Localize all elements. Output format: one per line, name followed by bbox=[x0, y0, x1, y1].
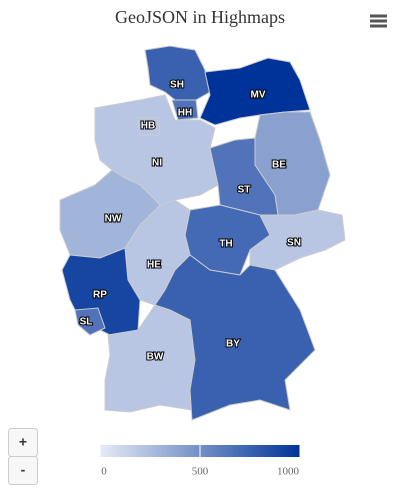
zoom-out-label: - bbox=[21, 462, 26, 478]
color-tick-label: 500 bbox=[192, 466, 209, 478]
chart-title: GeoJSON in Highmaps bbox=[115, 7, 285, 27]
state[interactable] bbox=[249, 209, 346, 271]
zoom-in-button[interactable]: + bbox=[8, 428, 38, 457]
state[interactable] bbox=[137, 117, 161, 136]
zoom-out-bg[interactable] bbox=[8, 456, 38, 485]
zoom-out-button[interactable]: - bbox=[8, 456, 38, 485]
state-label: BW bbox=[147, 352, 164, 363]
menu-button[interactable] bbox=[368, 13, 388, 29]
state-label: TH bbox=[219, 239, 232, 250]
zoom-in-label: + bbox=[19, 434, 27, 450]
color-axis-ticks: 0 500 1000 bbox=[99, 445, 301, 478]
states bbox=[59, 45, 346, 421]
state-label: ST bbox=[238, 185, 251, 196]
state[interactable] bbox=[74, 307, 106, 336]
state-labels: SH HH MV HB NI BE ST NW TH SN HE RP SL BW BY bbox=[79, 79, 302, 364]
state-label: HE bbox=[147, 260, 161, 271]
state-label: NW bbox=[105, 214, 122, 225]
state[interactable] bbox=[94, 94, 219, 206]
state-label: SH bbox=[170, 80, 184, 91]
state-label: NI bbox=[152, 158, 162, 169]
state-label: SL bbox=[80, 317, 93, 328]
state-label: SN bbox=[287, 238, 301, 249]
color-tick-label: 1000 bbox=[277, 466, 300, 478]
state[interactable] bbox=[154, 254, 316, 421]
state-label: BE bbox=[272, 160, 286, 171]
state-label: RP bbox=[93, 290, 107, 301]
state-label: HB bbox=[141, 121, 155, 132]
color-tick-label: 0 bbox=[101, 466, 107, 478]
state-label: MV bbox=[251, 90, 266, 101]
state-label: BY bbox=[226, 339, 240, 350]
state[interactable] bbox=[171, 99, 199, 121]
state-label: HH bbox=[178, 108, 192, 119]
